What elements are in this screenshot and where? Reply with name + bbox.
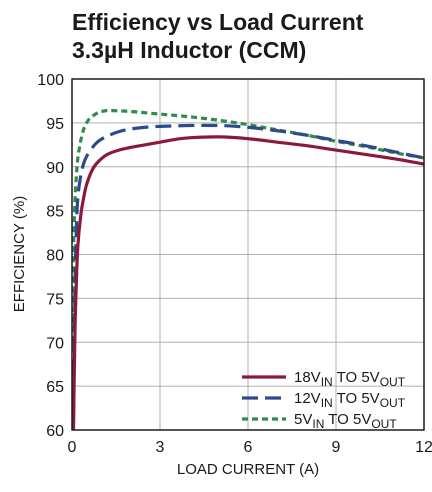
y-tick-label: 65	[46, 379, 64, 396]
x-tick-label: 0	[68, 439, 77, 456]
y-tick-label: 85	[46, 204, 64, 221]
y-tick-label: 80	[46, 248, 64, 265]
plot-frame	[71, 78, 425, 431]
series-line	[72, 108, 424, 343]
series-lines	[72, 108, 424, 430]
y-tick-label: 60	[46, 423, 64, 440]
tick-labels: 0 3 6 9 12 60 65 70 75 80 85 90 95 100	[37, 72, 432, 456]
legend-label: 12VIN TO 5VOUT	[294, 390, 406, 410]
series-line	[72, 135, 424, 430]
x-tick-label: 3	[156, 439, 165, 456]
x-tick-label: 9	[332, 439, 341, 456]
y-axis-label: EFFICIENCY (%)	[11, 196, 28, 312]
y-tick-label: 90	[46, 160, 64, 177]
legend-label: 5VIN TO 5VOUT	[294, 411, 397, 431]
y-tick-label: 100	[37, 72, 64, 89]
series-line	[72, 123, 424, 422]
x-tick-label: 12	[415, 439, 432, 456]
y-tick-label: 95	[46, 116, 64, 133]
y-tick-label: 70	[46, 335, 64, 352]
legend-label: 18VIN TO 5VOUT	[294, 369, 406, 389]
x-axis-label: LOAD CURRENT (A)	[177, 461, 319, 478]
chart-title-line-1: Efficiency vs Load Current	[72, 9, 364, 35]
y-tick-label: 75	[46, 291, 64, 308]
chart-title-line-2: 3.3µH Inductor (CCM)	[72, 37, 306, 63]
x-tick-label: 6	[244, 439, 253, 456]
